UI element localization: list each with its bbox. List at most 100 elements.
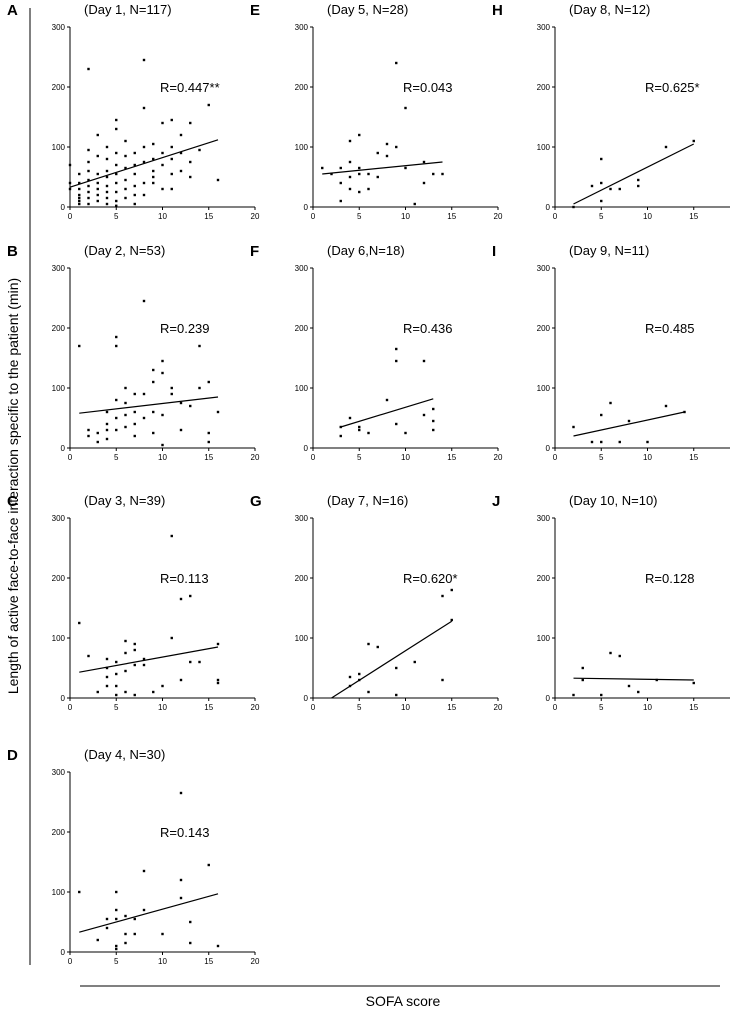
data-point	[339, 434, 342, 438]
data-point	[115, 908, 118, 912]
data-point	[179, 428, 183, 432]
panel-letter: C	[7, 493, 18, 510]
y-tick-label: 100	[537, 384, 551, 393]
data-point	[105, 675, 109, 679]
panel-d: D (Day 4, N=30) 0 100 200 300 0 5 10 15 20 R=0.143	[7, 747, 260, 966]
trend-line	[79, 893, 219, 933]
data-point	[87, 169, 90, 173]
x-tick-label: 15	[447, 212, 456, 221]
data-point	[348, 160, 352, 164]
y-tick-label: 100	[52, 143, 66, 152]
data-point	[78, 172, 81, 176]
x-axis-title: SOFA score	[366, 993, 441, 1009]
y-tick-label: 100	[52, 384, 66, 393]
data-point	[207, 440, 210, 444]
correlation-label: R=0.485	[645, 321, 695, 336]
data-point	[87, 148, 90, 152]
data-point	[115, 127, 118, 131]
data-point	[115, 917, 118, 921]
data-point	[133, 163, 136, 167]
data-point	[96, 431, 99, 435]
data-point	[179, 878, 183, 882]
panel-title: (Day 3, N=39)	[84, 493, 165, 508]
trend-line	[340, 398, 434, 428]
data-point	[161, 413, 164, 417]
data-point	[115, 416, 118, 420]
data-point	[161, 443, 164, 447]
data-point	[348, 139, 352, 143]
data-point	[68, 181, 72, 185]
data-point	[124, 690, 127, 694]
panel-title: (Day 4, N=30)	[84, 747, 165, 762]
y-tick-label: 0	[61, 694, 66, 703]
data-point	[367, 690, 370, 694]
y-tick-label: 300	[295, 514, 309, 523]
data-point	[367, 642, 370, 646]
data-point	[142, 181, 146, 185]
data-point	[133, 648, 136, 652]
data-point	[96, 187, 99, 191]
x-tick-label: 20	[251, 957, 260, 966]
y-tick-label: 0	[304, 444, 309, 453]
data-point	[124, 914, 127, 918]
y-tick-label: 200	[52, 828, 66, 837]
data-point	[395, 145, 398, 149]
y-tick-label: 100	[537, 634, 551, 643]
data-point	[637, 690, 640, 694]
data-point	[170, 187, 173, 191]
x-tick-label: 0	[68, 957, 73, 966]
data-point	[78, 196, 81, 200]
x-tick-label: 5	[599, 453, 604, 462]
data-point	[590, 184, 594, 188]
data-point	[142, 908, 146, 912]
data-point	[395, 359, 398, 363]
x-tick-label: 5	[357, 703, 362, 712]
data-point	[142, 663, 146, 667]
x-tick-label: 5	[599, 212, 604, 221]
y-tick-label: 300	[52, 514, 66, 523]
data-point	[581, 678, 584, 682]
data-point	[189, 160, 192, 164]
data-point	[87, 190, 90, 194]
data-point	[170, 636, 173, 640]
data-point	[105, 169, 109, 173]
y-tick-label: 100	[295, 634, 309, 643]
data-point	[161, 371, 164, 375]
data-point	[115, 684, 118, 688]
data-point	[87, 202, 90, 206]
data-point	[422, 413, 426, 417]
data-point	[87, 428, 90, 432]
y-tick-label: 200	[537, 83, 551, 92]
data-point	[78, 181, 81, 185]
data-point	[142, 869, 146, 873]
data-point	[161, 187, 164, 191]
data-point	[78, 187, 81, 191]
data-point	[179, 151, 183, 155]
data-point	[618, 440, 621, 444]
data-point	[216, 642, 220, 646]
data-point	[321, 166, 324, 170]
x-tick-label: 15	[689, 703, 698, 712]
panel-title: (Day 8, N=12)	[569, 2, 650, 17]
data-point	[358, 166, 361, 170]
data-point	[87, 434, 90, 438]
x-tick-label: 15	[447, 453, 456, 462]
data-point	[96, 199, 99, 203]
data-point	[609, 401, 612, 405]
data-point	[133, 202, 136, 206]
data-point	[600, 199, 603, 203]
correlation-label: R=0.113	[160, 571, 209, 586]
data-point	[441, 678, 444, 682]
data-point	[96, 154, 99, 158]
data-point	[87, 184, 90, 188]
panel-letter: F	[250, 243, 259, 260]
trend-line	[573, 677, 694, 681]
x-tick-label: 5	[599, 703, 604, 712]
data-point	[152, 142, 155, 146]
data-point	[189, 660, 192, 664]
data-point	[96, 440, 99, 444]
data-point	[432, 172, 435, 176]
data-point	[385, 154, 389, 158]
